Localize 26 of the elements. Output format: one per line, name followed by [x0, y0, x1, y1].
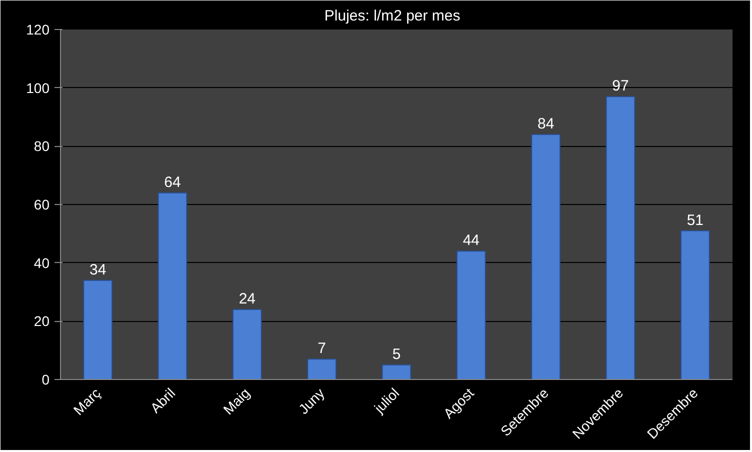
- y-tick-label: 100: [26, 80, 50, 96]
- bar: [606, 96, 636, 380]
- data-label: 24: [238, 290, 256, 308]
- y-tick-label: 40: [34, 254, 50, 271]
- bar: [83, 280, 113, 380]
- bar: [680, 230, 710, 380]
- data-label: 44: [462, 232, 480, 250]
- data-label: 84: [537, 116, 554, 132]
- bar: [382, 364, 412, 380]
- bar: [456, 250, 486, 380]
- bar: [232, 309, 262, 380]
- y-tick-label: 120: [26, 22, 50, 38]
- y-tick-label: 60: [34, 196, 50, 212]
- data-label: 97: [612, 78, 629, 95]
- data-label: 34: [89, 261, 106, 278]
- data-label: 51: [686, 212, 704, 229]
- data-label: 7: [318, 340, 326, 358]
- bar: [531, 134, 561, 380]
- chart-title: Plujes: l/m2 per mes: [324, 8, 460, 24]
- data-label: 5: [392, 346, 401, 363]
- y-tick-label: 20: [34, 313, 50, 330]
- bar: [307, 358, 337, 380]
- y-tick-label: 0: [42, 372, 50, 388]
- bar: [158, 192, 188, 380]
- y-tick-label: 80: [34, 138, 50, 154]
- data-label: 64: [164, 174, 181, 191]
